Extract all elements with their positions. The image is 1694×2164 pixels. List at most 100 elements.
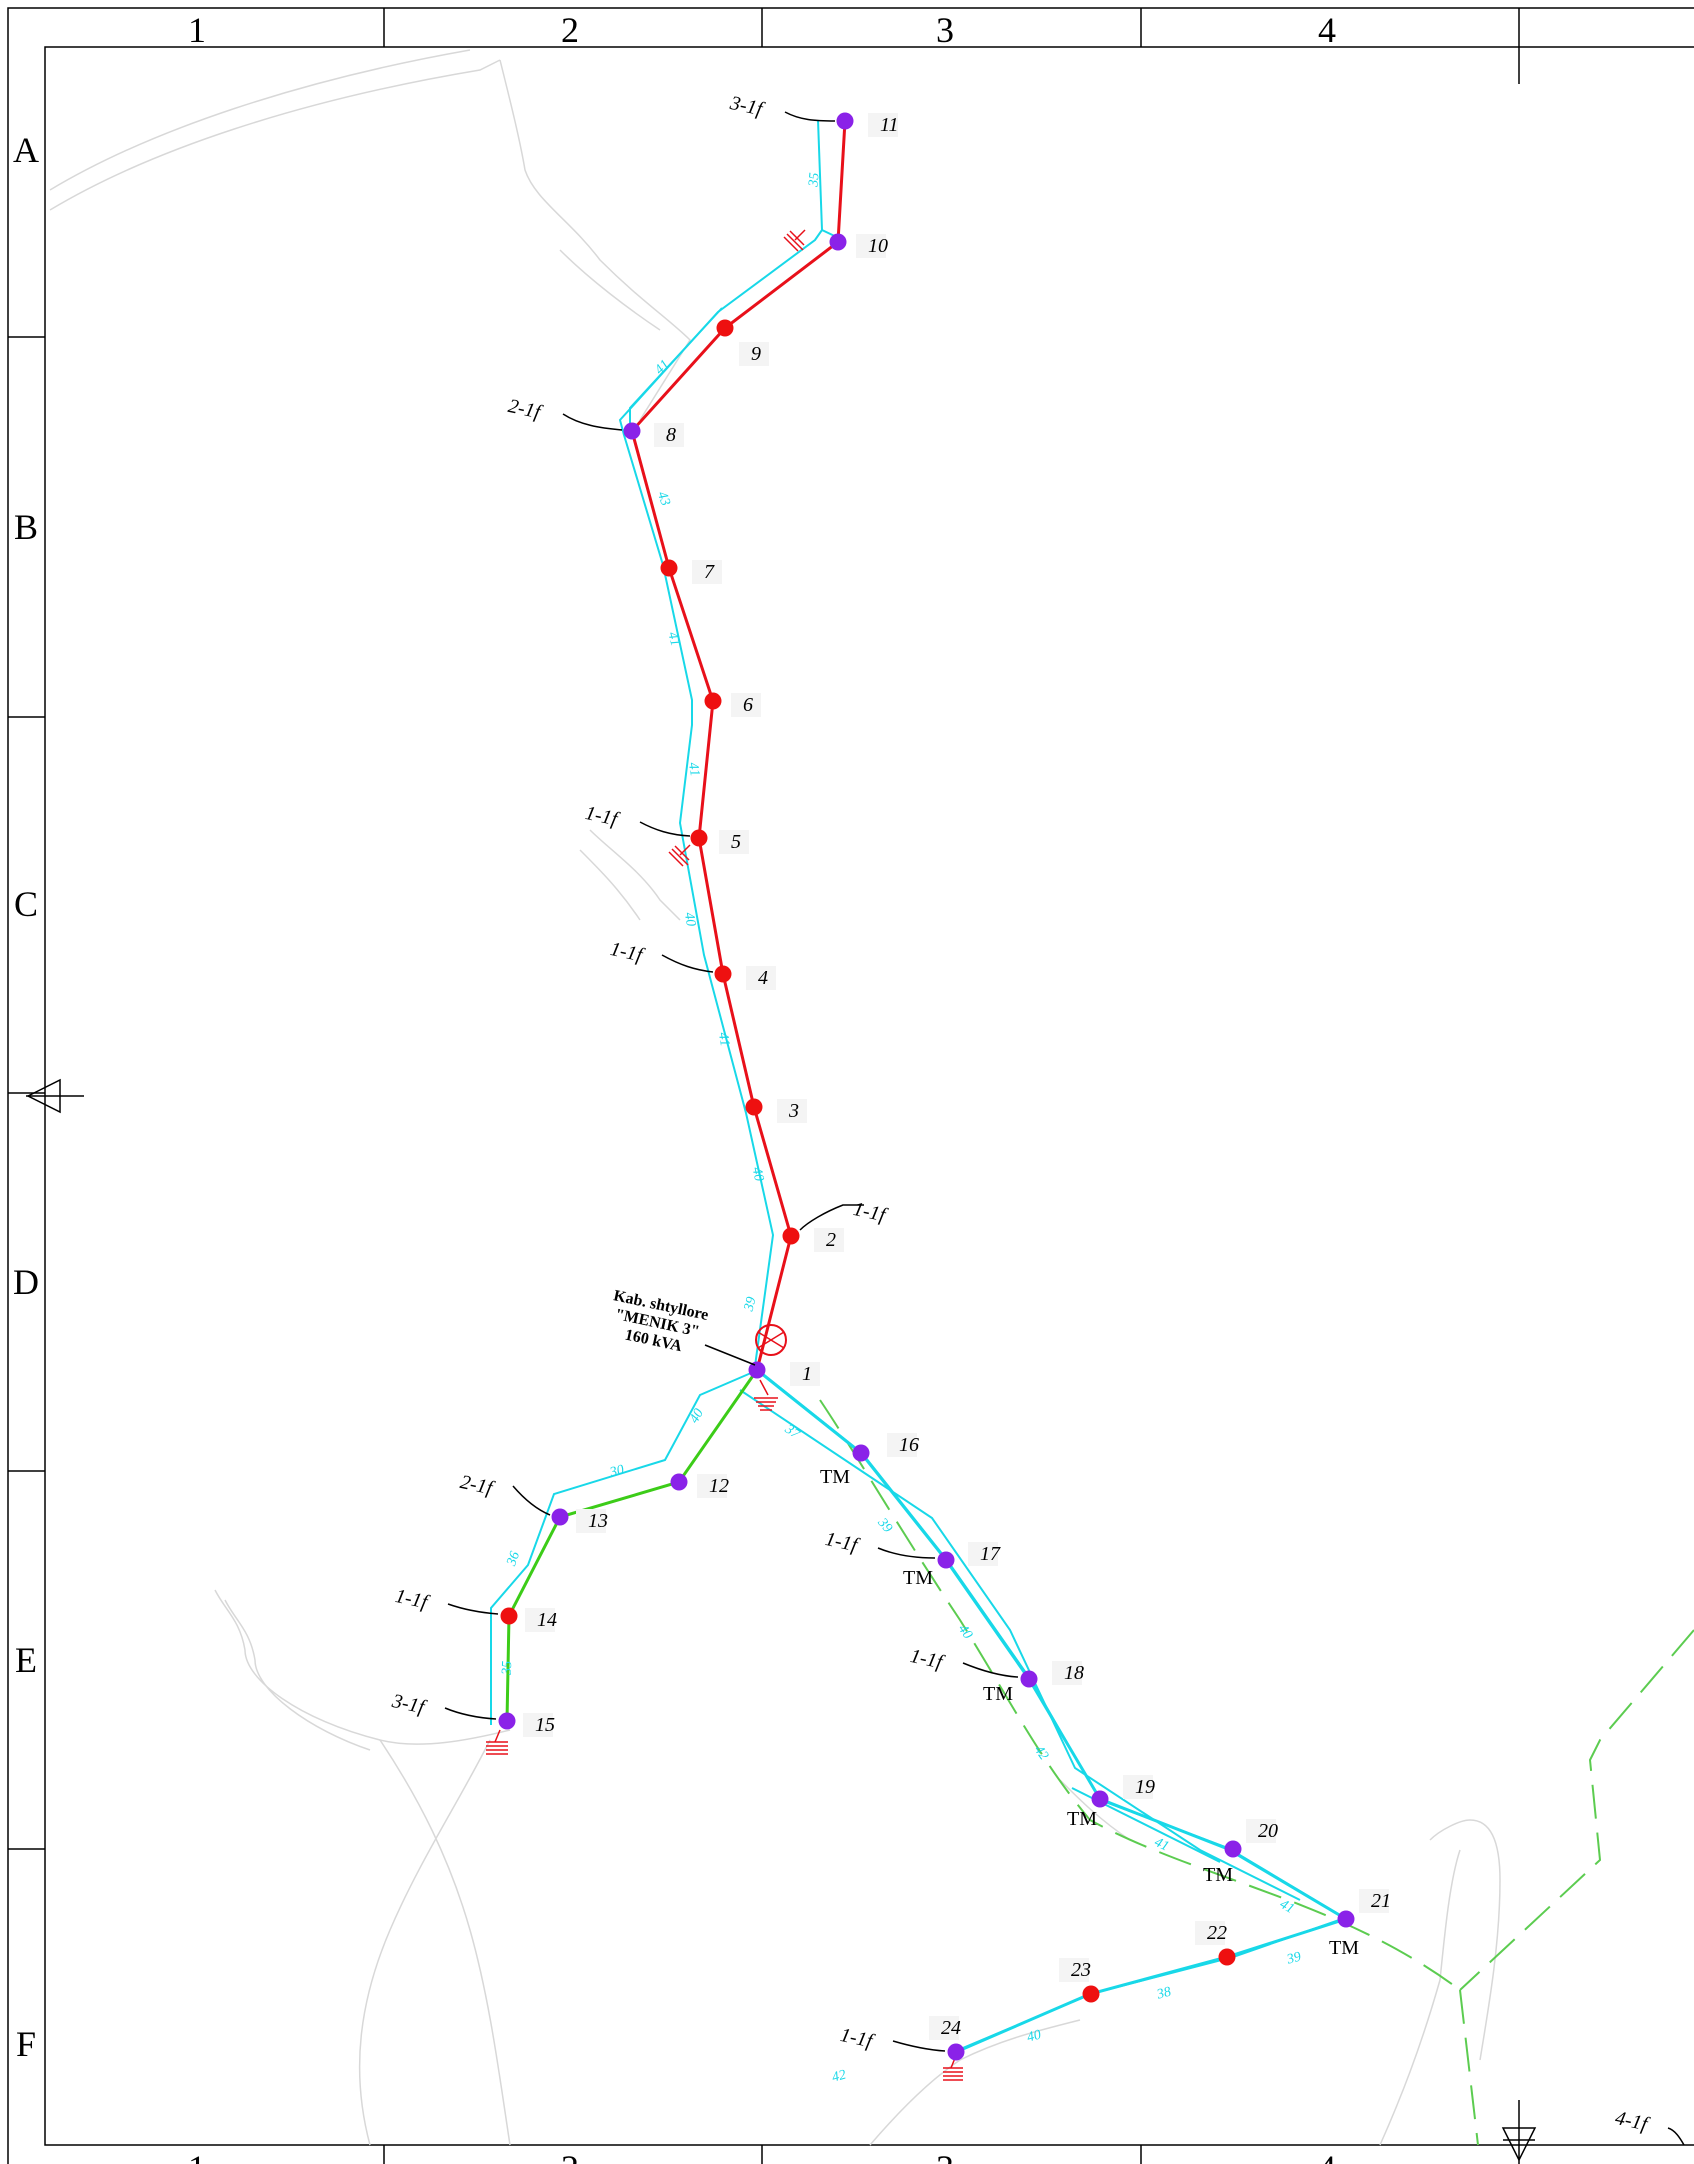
- pole-marker: [623, 422, 641, 440]
- transformer-symbol: [755, 1324, 787, 1356]
- span-distance: 39: [1284, 1950, 1302, 1968]
- pole-number: 23: [1071, 1959, 1091, 1981]
- grid-row-labels: A B C D E F: [13, 130, 39, 2064]
- pole-8: 8: [623, 422, 684, 447]
- tm-labels: TM TM TM TM TM TM: [820, 1466, 1359, 1959]
- pole-1: 1: [748, 1361, 820, 1386]
- phase-leader: [1667, 2127, 1685, 2146]
- phase-text: 2-1f: [506, 395, 544, 424]
- pole-13: 13: [551, 1508, 608, 1533]
- span-distance: 41: [715, 1031, 732, 1047]
- pole-19: 19: [1091, 1775, 1155, 1808]
- phase-text: 3-1f: [389, 1690, 428, 1719]
- span-distance: 35: [806, 172, 822, 188]
- earthing-symbols: [486, 229, 963, 2081]
- pole-marker: [714, 965, 732, 983]
- bottom-center-marker: [1501, 2100, 1537, 2164]
- pole-number: 17: [980, 1543, 1001, 1565]
- pole-number: 12: [709, 1475, 729, 1497]
- red-main-line: [630, 120, 847, 1371]
- pole-number: 21: [1371, 1890, 1391, 1912]
- phase-label-17: 1-1f: [823, 1528, 936, 1559]
- phase-leader: [512, 1485, 551, 1516]
- cyan-routes: [490, 119, 1348, 2051]
- phase-label-13: 2-1f: [458, 1471, 551, 1516]
- pole-number: 9: [751, 343, 761, 365]
- phase-text: 1-1f: [823, 1528, 861, 1557]
- pole-number: 11: [880, 114, 899, 136]
- pole-marker: [745, 1098, 763, 1116]
- pole-number: 5: [731, 831, 741, 853]
- pole-22: 22: [1195, 1921, 1236, 1966]
- pole-9: 9: [716, 319, 769, 366]
- span-distance: 41: [685, 761, 702, 777]
- transformer-leader: [704, 1344, 756, 1366]
- tm-label: TM: [1067, 1808, 1097, 1830]
- phase-label-11: 3-1f: [727, 92, 836, 122]
- grid-row-label: F: [16, 2024, 36, 2064]
- grid-col-label: 4: [1318, 2148, 1336, 2164]
- phase-text: 1-1f: [583, 802, 621, 831]
- pole-23: 23: [1059, 1958, 1100, 2003]
- pole-15: 15: [498, 1712, 555, 1737]
- pole-marker: [551, 1508, 569, 1526]
- grid-row-label: A: [13, 130, 39, 170]
- span-distance: 43: [654, 490, 673, 508]
- pole-marker: [1091, 1790, 1109, 1808]
- phase-label-18: 1-1f: [908, 1645, 1019, 1678]
- phase-label-15: 3-1f: [389, 1690, 497, 1720]
- pole-marker: [498, 1712, 516, 1730]
- phase-labels: 3-1f 2-1f 1-1f 1-1f 1-1f 2-1f 1-1f 3-1f 1-1f 1-1f…: [389, 92, 1685, 2146]
- pole-number: 15: [535, 1714, 555, 1736]
- pole-16: 16: [852, 1433, 919, 1462]
- pole-marker: [1337, 1910, 1355, 1928]
- grid-column-labels-bottom: 1 2 3 4: [188, 2148, 1336, 2164]
- span-distance: 36: [504, 1550, 523, 1569]
- grid-row-label: B: [14, 507, 38, 547]
- green-branch: [505, 1369, 759, 1722]
- pole-marker: [690, 829, 708, 847]
- phase-leader: [877, 1547, 936, 1559]
- pole-number: 3: [788, 1100, 799, 1122]
- pole-number: 1: [802, 1363, 812, 1385]
- pole-number: 22: [1207, 1922, 1227, 1944]
- earth-icon: [943, 2057, 963, 2081]
- pole-marker: [716, 319, 734, 337]
- pole-marker: [704, 692, 722, 710]
- pole-marker: [500, 1607, 518, 1625]
- phase-text: 1-1f: [908, 1645, 946, 1674]
- grid-col-label: 2: [561, 10, 579, 50]
- pole-number: 20: [1258, 1820, 1278, 1842]
- phase-text: 1-1f: [608, 938, 646, 967]
- tm-label: TM: [820, 1466, 850, 1488]
- span-distance: 42: [830, 2068, 847, 2086]
- pole-10: 10: [829, 233, 888, 258]
- pole-6: 6: [704, 692, 761, 717]
- earth-icon: [783, 229, 806, 252]
- pole-marker: [1224, 1840, 1242, 1858]
- phase-text: 1-1f: [838, 2024, 876, 2053]
- pole-18: 18: [1020, 1661, 1084, 1688]
- left-center-marker: [26, 1078, 84, 1114]
- pole-24: 24: [929, 2016, 965, 2061]
- pole-3: 3: [745, 1098, 807, 1123]
- span-distance: 37: [781, 1421, 803, 1442]
- pole-14: 14: [500, 1607, 557, 1632]
- pole-number: 6: [743, 694, 753, 716]
- pole-2: 2: [782, 1227, 844, 1252]
- pole-11: 11: [836, 112, 899, 137]
- span-distance: 41: [1277, 1897, 1297, 1917]
- earth-icon: [668, 844, 691, 867]
- span-distance: 35: [500, 1661, 516, 1677]
- phase-leader: [444, 1707, 497, 1720]
- span-distance: 39: [874, 1515, 895, 1536]
- grid-col-label: 1: [188, 2148, 206, 2164]
- cyan-main-southeast: [756, 1368, 1350, 2054]
- pole-number: 14: [537, 1609, 557, 1631]
- phase-label-5: 1-1f: [583, 802, 691, 837]
- span-distance: 40: [1025, 2028, 1042, 2046]
- earth-icon: [754, 1379, 778, 1411]
- pole-21: 21: [1337, 1889, 1391, 1928]
- phase-text: 1-1f: [393, 1585, 431, 1614]
